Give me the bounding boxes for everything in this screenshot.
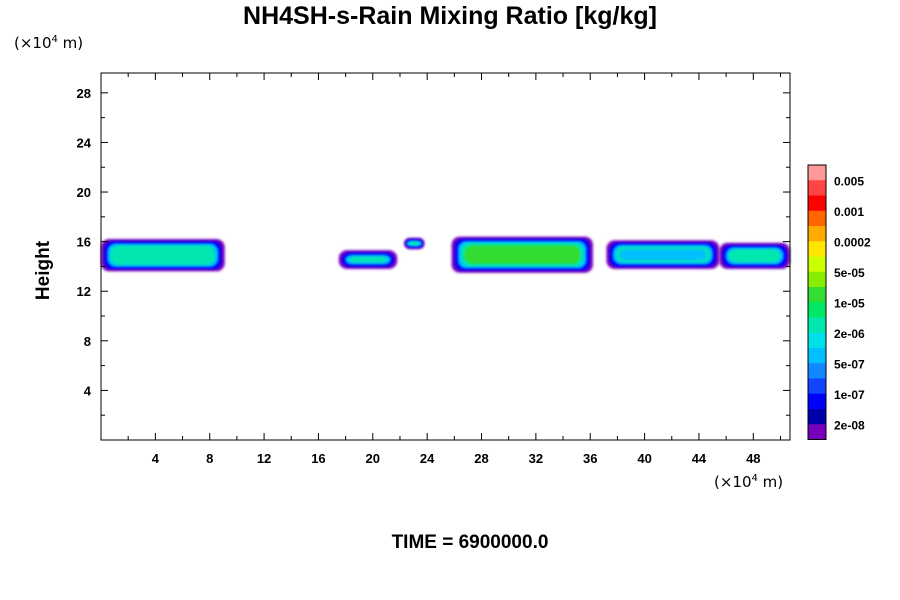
colorbar-swatch: [808, 332, 826, 349]
colorbar-swatch: [808, 287, 826, 303]
plot-area: [101, 236, 790, 273]
data-region: [101, 239, 225, 272]
data-region: [338, 250, 398, 269]
colorbar-swatch: [808, 317, 826, 334]
x-axis-unit: (×104 m): [714, 473, 784, 491]
colorbar-label: 0.0002: [834, 235, 871, 249]
y-tick-label: 4: [84, 383, 92, 398]
y-tick-label: 16: [77, 235, 91, 250]
y-tick-label: 8: [84, 334, 91, 349]
colorbar-frame: [807, 164, 827, 440]
x-tick-label: 40: [637, 451, 651, 466]
colorbar-swatch: [808, 363, 826, 379]
y-axis-unit: (×104 m): [14, 34, 84, 52]
colorbar-swatch: [808, 378, 826, 395]
colorbar-swatch: [808, 180, 826, 196]
data-region: [404, 237, 425, 250]
colorbar-swatch: [808, 195, 826, 212]
colorbar-swatch: [808, 165, 826, 181]
colorbar-label: 5e-07: [834, 357, 865, 371]
x-tick-label: 44: [692, 451, 707, 466]
colorbar-swatch: [808, 210, 826, 227]
colorbar-swatch: [808, 393, 826, 410]
region-layer: [619, 249, 707, 261]
region-layer: [464, 245, 581, 264]
colorbar: 0.005 0.001 0.0002 5e-05 1e-05 2e-06 5e-07 1e-0…: [807, 164, 871, 440]
x-tick-label: 12: [257, 451, 271, 466]
x-tick-label: 28: [474, 451, 488, 466]
x-tick-label: 48: [746, 451, 760, 466]
data-region: [606, 240, 720, 269]
colorbar-label: 1e-05: [834, 296, 865, 310]
y-tick-label: 12: [77, 284, 91, 299]
data-region: [451, 236, 593, 273]
x-tick-label: 16: [311, 451, 325, 466]
data-region: [719, 242, 790, 269]
colorbar-swatch: [808, 348, 826, 364]
x-tick-label: 20: [366, 451, 380, 466]
time-label: TIME = 6900000.0: [391, 532, 549, 553]
colorbar-swatch: [808, 256, 826, 273]
chart-title: NH4SH-s-Rain Mixing Ratio [kg/kg]: [243, 2, 657, 30]
x-tick-label: 4: [152, 451, 160, 466]
colorbar-swatch: [808, 241, 826, 257]
plot-frame: [100, 72, 791, 441]
colorbar-label: 1e-07: [834, 388, 865, 402]
y-tick-label: 20: [77, 185, 91, 200]
colorbar-label: 0.001: [834, 205, 864, 219]
colorbar-label: 2e-08: [834, 418, 865, 432]
region-layer: [348, 256, 388, 263]
colorbar-label: 0.005: [834, 174, 864, 188]
colorbar-swatch: [808, 409, 826, 425]
colorbar-label: 5e-05: [834, 266, 865, 280]
x-tick-label: 8: [206, 451, 213, 466]
x-tick-label: 24: [420, 451, 435, 466]
region-layer: [113, 247, 212, 263]
colorbar-swatch: [808, 226, 826, 242]
x-tick-label: 36: [583, 451, 597, 466]
region-layer: [732, 251, 778, 261]
region-layer: [407, 241, 421, 245]
colorbar-label: 2e-06: [834, 327, 865, 341]
y-tick-label: 24: [77, 135, 92, 150]
colorbar-swatch: [808, 271, 826, 288]
y-tick-label: 28: [77, 86, 91, 101]
y-axis-label: Height: [33, 240, 54, 300]
x-tick-label: 32: [529, 451, 543, 466]
colorbar-swatch: [808, 302, 826, 318]
colorbar-swatch: [808, 424, 826, 440]
